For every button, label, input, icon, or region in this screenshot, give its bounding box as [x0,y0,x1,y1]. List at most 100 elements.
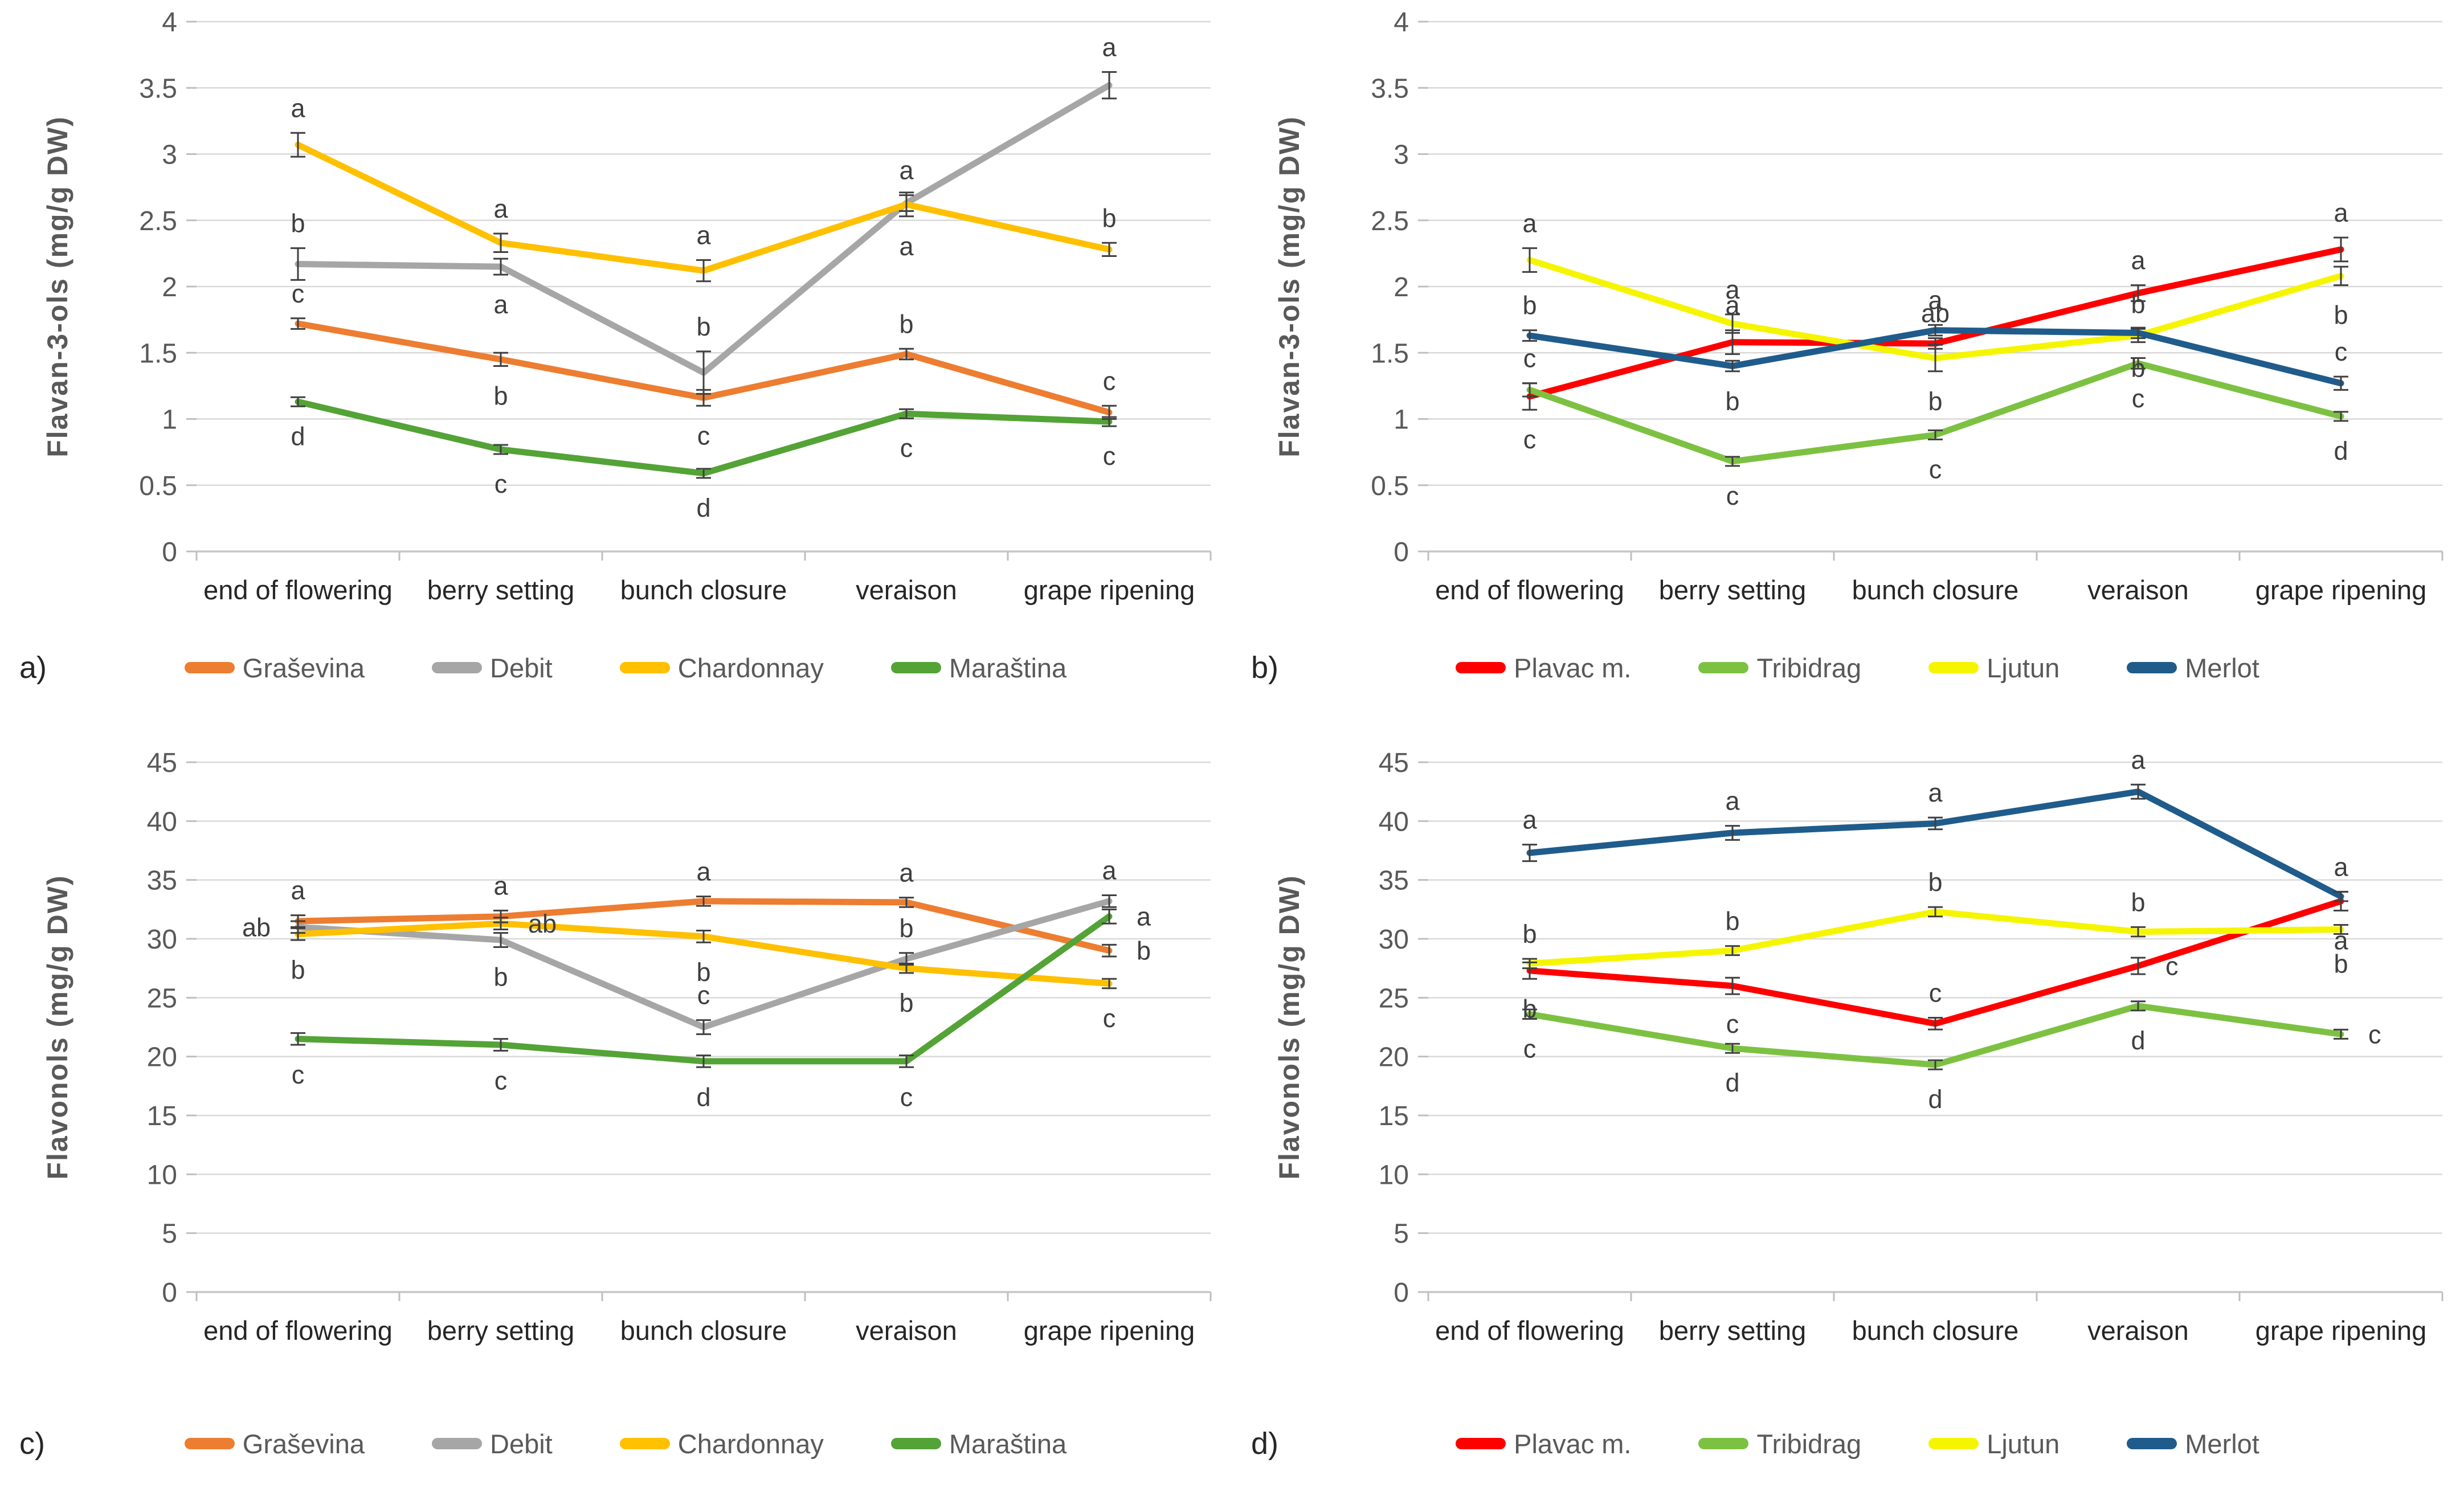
legend-item-Ljutun: Ljutun [1928,1428,2060,1460]
svg-text:25: 25 [1379,983,1409,1013]
sig-letter: c [1726,1009,1739,1039]
series-annotations-Merlot: a a a a a [1522,745,2348,902]
sig-letter: a [2131,246,2146,275]
legend-item-Tribidrag: Tribidrag [1698,1428,1861,1460]
sig-letter: b [2334,949,2348,978]
line-chart: 0 0.5 1 1.5 2 2.5 3 3.5 4 end of flowering berry s… [42,7,1212,605]
sig-letter: a [899,859,914,888]
svg-text:0.5: 0.5 [1371,471,1409,501]
legend-label: Tribidrag [1756,652,1862,683]
svg-text:veraison: veraison [2087,575,2189,605]
svg-text:1.5: 1.5 [1371,338,1409,369]
x-axis: end of flowering berry setting bunch closu… [195,551,1212,605]
svg-text:grape ripening: grape ripening [1024,575,1195,605]
legend-item-Tribidrag: Tribidrag [1698,652,1861,684]
legend-label: Debit [490,652,553,683]
y-axis: 0 0.5 1 1.5 2 2.5 3 3.5 4 [1371,7,2442,567]
legend-item-Maraština: Maraština [890,652,1066,684]
panel-d-legend-row: d) Plavac m. Tribidrag Ljutun Merlot [1232,1426,2464,1461]
panel-a: 0 0.5 1 1.5 2 2.5 3 3.5 4 end of flowering berry s… [0,0,1232,741]
sig-letter: d [291,422,305,451]
svg-text:0: 0 [1394,537,1409,567]
panel-d: 0 5 10 15 20 25 30 35 40 45 end of flowering berry … [1232,741,2464,1492]
legend-color-dash [2127,662,2177,673]
sig-letter: b [1102,203,1116,232]
sig-letter: a [899,156,914,185]
svg-text:3: 3 [1394,140,1409,170]
svg-text:4: 4 [1394,7,1409,38]
sig-letter: a [291,93,305,122]
sig-letter: c [1103,442,1116,471]
svg-text:20: 20 [147,1043,177,1073]
svg-text:berry setting: berry setting [1659,575,1807,605]
sig-letter: b [2334,301,2348,330]
sig-letter: c [292,279,305,308]
y-axis: 0 5 10 15 20 25 30 35 40 45 [147,748,1211,1308]
legend-color-dash [619,662,670,673]
sig-letter: b [1928,387,1942,416]
legend-label: Ljutun [1987,652,2060,683]
svg-text:veraison: veraison [856,575,957,605]
line-chart: 0 5 10 15 20 25 30 35 40 45 end of flowering berry … [42,748,1212,1346]
legend-color-dash [890,1438,941,1449]
legend-color-dash [184,1438,235,1449]
panel-b-chart: 0 0.5 1 1.5 2 2.5 3 3.5 4 end of flowering berry s… [1232,0,2463,635]
sig-letter: a [291,876,305,905]
svg-text:2: 2 [1394,272,1409,303]
panel-d-chart: 0 5 10 15 20 25 30 35 40 45 end of flowering berry … [1232,741,2463,1376]
sig-letter: a [1522,209,1537,238]
panel-c-chart: 0 5 10 15 20 25 30 35 40 45 end of flowering berry … [0,741,1232,1376]
x-axis: end of flowering berry setting bunch closu… [1427,551,2443,605]
series-annotations-Graševina: c b c b c [291,279,1117,450]
series-annotations-Maraština: c c d c a [291,902,1151,1111]
sig-letter: a [1522,806,1537,835]
legend-item-Chardonnay: Chardonnay [619,1428,824,1460]
sig-letter: a [1725,275,1740,304]
svg-text:end of flowering: end of flowering [1435,1315,1624,1346]
svg-text:30: 30 [1379,925,1409,955]
sig-letter: d [1725,1068,1739,1097]
sig-letter: ab [242,913,271,942]
sig-letter: c [495,469,508,498]
sig-letter: ab [528,909,557,938]
sig-letter: c [495,1066,508,1095]
svg-text:15: 15 [1379,1101,1409,1131]
svg-text:bunch closure: bunch closure [1852,1315,2019,1346]
sig-letter: b [1522,919,1537,949]
sig-letter: b [1725,387,1739,416]
svg-text:1: 1 [162,405,177,435]
legend-item-Graševina: Graševina [184,1428,365,1460]
panel-a-legend: Graševina Debit Chardonnay Maraština [105,652,1146,684]
panel-b-legend-row: b) Plavac m. Tribidrag Ljutun Merlot [1232,650,2464,685]
sig-letter: c [1929,455,1942,484]
sig-letter: c [697,981,710,1010]
sig-letter: a [493,871,508,900]
svg-text:5: 5 [162,1219,177,1249]
series-annotations-Chardonnay: a a a a b [291,93,1117,283]
svg-text:1.5: 1.5 [139,338,177,369]
legend-label: Graševina [242,652,365,683]
y-axis-title: Flavan-3-ols (mg/g DW) [1273,116,1305,457]
line-chart: 0 0.5 1 1.5 2 2.5 3 3.5 4 end of flowering berry s… [1273,7,2443,605]
legend-label: Chardonnay [677,652,824,683]
sig-letter: c [2132,384,2145,413]
legend-label: Tribidrag [1756,1428,1862,1459]
legend-item-Debit: Debit [432,652,553,684]
svg-text:25: 25 [147,983,177,1013]
legend-color-dash [1456,662,1506,673]
series-annotations-Plavac m.: ca abaa [1522,198,2348,454]
y-axis-title: Flavonols (mg/g DW) [42,874,73,1179]
sig-letter: a [899,232,914,261]
svg-text:0: 0 [162,1278,177,1308]
sig-letter: c [2165,952,2179,981]
sig-letter: a [2334,852,2348,881]
sig-letter: c [2368,1020,2381,1049]
legend-item-Ljutun: Ljutun [1928,652,2060,684]
sig-letter: b [291,209,305,238]
legend-color-dash [619,1438,670,1449]
legend-item-Maraština: Maraština [890,1428,1066,1460]
series-annotations-Ljutun: a a b b b [1522,209,2348,416]
sig-letter: b [1522,291,1537,320]
